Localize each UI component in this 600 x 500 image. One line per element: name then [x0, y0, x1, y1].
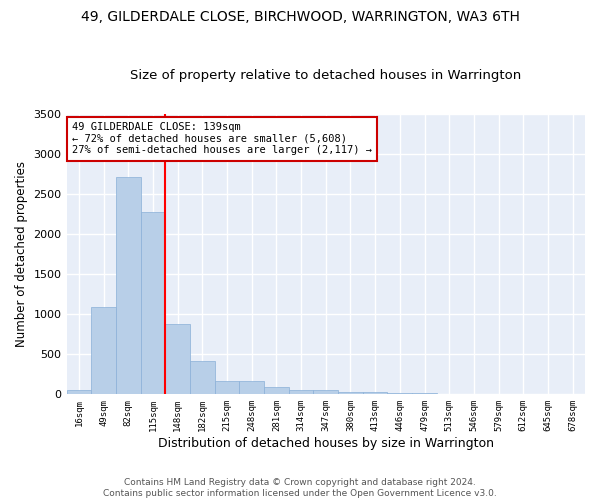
Text: Contains HM Land Registry data © Crown copyright and database right 2024.
Contai: Contains HM Land Registry data © Crown c… — [103, 478, 497, 498]
Text: 49, GILDERDALE CLOSE, BIRCHWOOD, WARRINGTON, WA3 6TH: 49, GILDERDALE CLOSE, BIRCHWOOD, WARRING… — [80, 10, 520, 24]
Bar — [289, 390, 313, 394]
Bar — [190, 360, 215, 394]
X-axis label: Distribution of detached houses by size in Warrington: Distribution of detached houses by size … — [158, 437, 494, 450]
Bar — [264, 386, 289, 394]
Bar — [116, 177, 140, 394]
Bar — [388, 392, 412, 394]
Text: 49 GILDERDALE CLOSE: 139sqm
← 72% of detached houses are smaller (5,608)
27% of : 49 GILDERDALE CLOSE: 139sqm ← 72% of det… — [72, 122, 372, 156]
Bar — [140, 212, 165, 394]
Bar — [91, 307, 116, 394]
Bar — [165, 324, 190, 394]
Title: Size of property relative to detached houses in Warrington: Size of property relative to detached ho… — [130, 69, 521, 82]
Bar — [363, 392, 388, 394]
Bar — [239, 381, 264, 394]
Bar — [313, 390, 338, 394]
Y-axis label: Number of detached properties: Number of detached properties — [15, 161, 28, 347]
Bar — [338, 392, 363, 394]
Bar — [215, 380, 239, 394]
Bar — [67, 390, 91, 394]
Bar — [412, 393, 437, 394]
